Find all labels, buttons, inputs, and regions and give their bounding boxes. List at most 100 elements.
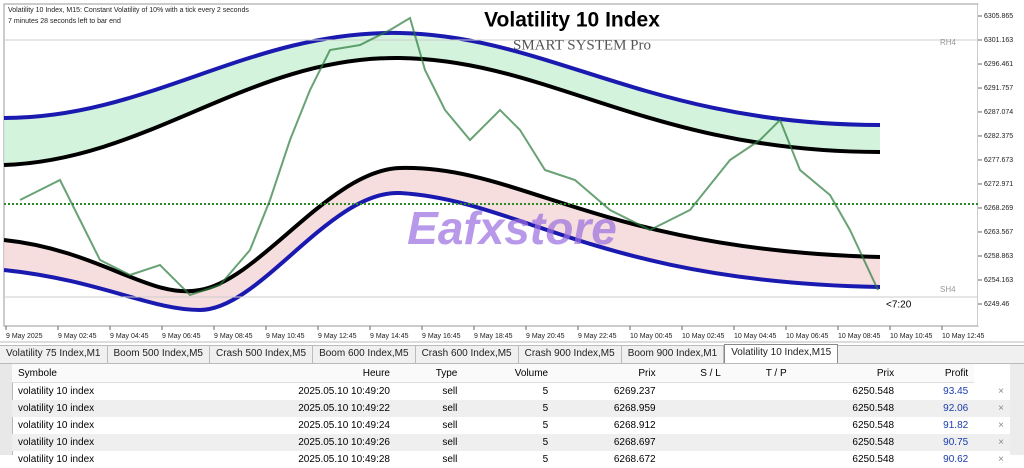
trade-cell: 90.62 [943,454,969,465]
trade-cell: 2025.05.10 10:49:28 [298,454,390,465]
price-trace [19,16,879,297]
column-header[interactable]: Profit [900,364,975,383]
chart-tab[interactable]: Crash 500 Index,M5 [210,346,314,363]
price-tick-label: 6249.46 [984,301,1009,308]
lower-band-mid [3,165,881,294]
trade-cell: 2025.05.10 10:49:24 [298,420,390,431]
trade-cell: 5 [542,454,549,465]
time-label: 9 May 12:45 [318,333,357,340]
time-label: 9 May 10:45 [266,333,305,340]
chart-title: Volatility 10 Index [484,9,660,32]
close-button[interactable]: × [998,420,1004,431]
trade-cell [662,417,727,434]
price-tick-label: 6263.567 [984,229,1013,236]
chart-tab[interactable]: Boom 500 Index,M5 [108,346,210,363]
chart-subtitle: SMART SYSTEM Pro [513,37,651,53]
trade-cell: 6250.548 [852,454,895,465]
rh-label: RH4 [940,38,957,47]
chart-tab[interactable]: Crash 600 Index,M5 [416,346,519,363]
trade-cell: sell [442,386,458,397]
price-tick-label: 6258.863 [984,253,1013,260]
countdown: <7:20 [886,300,912,311]
trade-row[interactable]: volatility 10 index 2025.05.10 10:49:26 se… [12,434,1010,451]
trade-cell [727,417,793,434]
upper-band-mid [3,55,881,167]
close-button[interactable]: × [974,400,1010,417]
trade-row[interactable]: volatility 10 index 2025.05.10 10:49:28 se… [12,451,1010,468]
time-label: 10 May 12:45 [942,333,985,340]
chart-tabs: Volatility 75 Index,M1 Boom 500 Index,M5 C… [0,344,1024,364]
trade-cell: volatility 10 index [18,386,95,397]
close-button[interactable]: × [998,385,1004,397]
timer-line: 7 minutes 28 seconds left to bar end [8,18,121,25]
trade-cell: 6250.548 [852,420,895,431]
column-header[interactable]: S / L [661,364,727,383]
price-tick-label: 6277.673 [984,157,1013,164]
trade-cell: 5 [542,420,549,431]
trade-row[interactable]: volatility 10 index 2025.05.10 10:49:24 se… [12,417,1010,434]
time-label: 10 May 06:45 [786,333,829,340]
trade-cell: 6268.959 [554,400,662,417]
upper-band-top [3,30,881,127]
column-header[interactable]: Volume [463,364,555,383]
price-tick-label: 6268.269 [984,205,1013,212]
time-label: 9 May 22:45 [578,333,617,340]
trade-cell [662,383,727,401]
time-label: 9 May 02:45 [58,333,97,340]
trade-cell: 5 [463,400,555,417]
price-tick-label: 6305.865 [984,13,1013,20]
trade-row[interactable]: volatility 10 index 2025.05.10 10:49:22 se… [12,400,1010,417]
trade-cell: sell [442,420,458,431]
close-button[interactable]: × [974,434,1010,451]
trade-cell: 91.82 [943,420,969,431]
trade-cell: 92.06 [900,400,975,417]
price-tick-label: 6287.074 [984,109,1013,116]
trade-row[interactable]: volatility 10 index 2025.05.10 10:49:20 se… [12,383,1010,401]
time-label: 10 May 00:45 [630,333,673,340]
time-label: 10 May 10:45 [890,333,933,340]
trade-cell [661,400,727,417]
terminal: {"chart":{"info_line":"Volatility 10 Ind… [0,3,1024,465]
trade-cell: volatility 10 index [18,420,95,431]
chart-tab[interactable]: Boom 900 Index,M1 [622,346,725,363]
price-axis [978,4,1024,326]
column-header[interactable]: Symbole [12,364,189,383]
trade-cell: volatility 10 index [12,434,189,451]
trade-cell [661,434,727,451]
trade-cell: 2025.05.10 10:49:22 [188,400,396,417]
time-label: 9 May 16:45 [422,333,461,340]
column-header[interactable]: T / P [726,364,793,383]
chart-tab[interactable]: Volatility 10 Index,M15 [724,344,839,363]
price-tick-label: 6272.971 [984,181,1013,188]
column-header[interactable]: Type [395,364,464,383]
column-header[interactable]: Heure [188,364,396,383]
trade-cell: sell [442,454,458,465]
trade-cell: 6268.672 [613,454,656,465]
column-header[interactable]: Prix [554,364,662,383]
time-label: 10 May 04:45 [734,333,777,340]
time-label: 10 May 08:45 [838,333,881,340]
chart-tab[interactable]: Volatility 75 Index,M1 [0,346,108,363]
scrollbar[interactable] [1010,364,1024,455]
column-header[interactable]: Prix [792,364,901,383]
trade-cell: 6269.237 [613,386,656,397]
trade-cell: 2025.05.10 10:49:20 [298,386,390,397]
time-label: 9 May 20:45 [526,333,565,340]
trade-cell: 6250.548 [792,400,901,417]
trade-cell [727,451,793,468]
trade-cell [726,434,793,451]
close-button[interactable]: × [998,454,1004,465]
trade-cell: 6250.548 [852,386,895,397]
price-tick-label: 6254.163 [984,277,1013,284]
trade-cell: 90.75 [900,434,975,451]
lower-band-bottom [3,190,881,313]
time-label: 9 May 14:45 [370,333,409,340]
chart-tab[interactable]: Crash 900 Index,M5 [519,346,622,363]
trade-cell [726,400,793,417]
price-chart: Volatility 10 Index, M15: Constant Volat… [0,3,1024,343]
time-label: 9 May 04:45 [110,333,149,340]
trade-cell: volatility 10 index [12,400,189,417]
chart-tab[interactable]: Boom 600 Index,M5 [313,346,416,363]
